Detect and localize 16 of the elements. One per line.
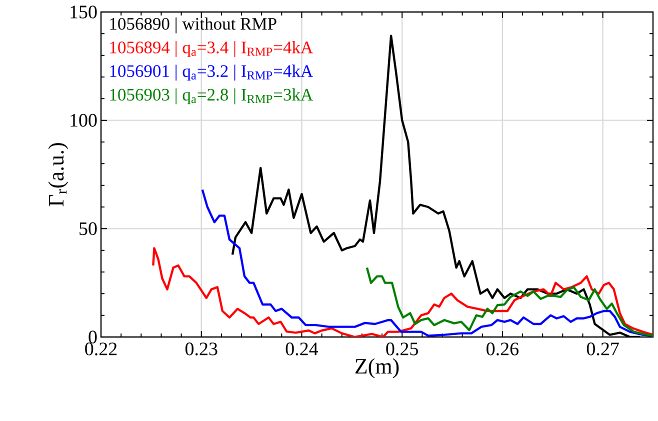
legend-label: 1056890 | without RMP xyxy=(110,17,276,34)
x-tick-label: 0.25 xyxy=(386,342,418,356)
y-axis-title: Γ$_{r}$(a.u.) xyxy=(48,143,68,206)
y-tick-label: 150 xyxy=(70,6,97,18)
text: 1056903 | q$_{a}$=2.8 | I$_{RMP}$=3kA xyxy=(110,88,313,104)
x-tick-label: 0.27 xyxy=(586,342,619,356)
x-axis-title: Z(m) xyxy=(355,358,399,378)
y-tick-label: 100 xyxy=(70,114,97,127)
y-tick-label: 50 xyxy=(80,222,97,236)
x-tick-label: 0.24 xyxy=(286,342,318,356)
x-tick-label: 0.23 xyxy=(185,342,218,356)
x-tick-label: 0.22 xyxy=(85,342,117,356)
y-tick-label: 0 xyxy=(88,330,97,344)
x-tick-label: 0.26 xyxy=(486,342,519,356)
text: 1056894 | q$_{a}$=3.4 | I$_{RMP}$=4kA xyxy=(110,41,313,57)
text: 1056901 | q$_{a}$=3.2 | I$_{RMP}$=4kA xyxy=(110,64,313,81)
